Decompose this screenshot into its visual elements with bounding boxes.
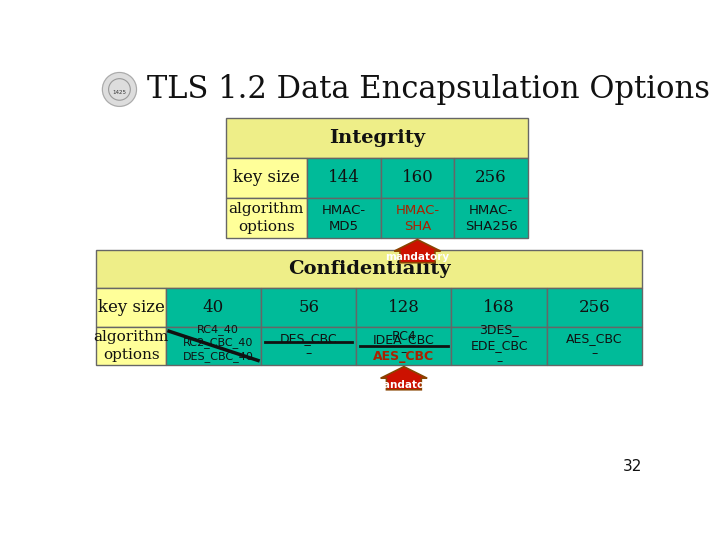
Text: 256: 256 — [578, 299, 610, 316]
Text: 40: 40 — [203, 299, 224, 316]
Text: 160: 160 — [402, 170, 433, 186]
Bar — [454, 158, 528, 198]
Bar — [381, 198, 454, 238]
Bar — [356, 288, 451, 327]
Text: RC4_40
RC2_CBC_40
DES_CBC_40: RC4_40 RC2_CBC_40 DES_CBC_40 — [183, 323, 253, 362]
Text: Confidentiality: Confidentiality — [288, 260, 450, 278]
Bar — [96, 327, 166, 365]
Bar — [451, 327, 546, 365]
Text: algorithm
options: algorithm options — [94, 329, 168, 362]
Text: RC4: RC4 — [392, 330, 416, 343]
Text: AES_CBC
–: AES_CBC – — [566, 332, 623, 360]
Text: 1425: 1425 — [112, 90, 127, 95]
Bar — [356, 327, 451, 365]
Text: key size: key size — [233, 170, 300, 186]
Bar — [166, 327, 261, 365]
Text: mandatory: mandatory — [385, 253, 449, 262]
Text: DES_CBC
–: DES_CBC – — [280, 332, 338, 360]
Bar — [261, 327, 356, 365]
Bar — [225, 158, 307, 198]
Text: Integrity: Integrity — [329, 129, 425, 147]
Text: TLS 1.2 Data Encapsulation Options: TLS 1.2 Data Encapsulation Options — [147, 74, 710, 105]
Polygon shape — [381, 367, 427, 390]
Text: 256: 256 — [475, 170, 507, 186]
Bar — [307, 198, 381, 238]
Text: 32: 32 — [622, 460, 642, 475]
Bar — [546, 327, 642, 365]
Text: 56: 56 — [298, 299, 319, 316]
Text: 168: 168 — [483, 299, 515, 316]
Bar — [307, 158, 381, 198]
Bar — [96, 249, 642, 288]
Bar — [225, 118, 528, 158]
Bar — [451, 288, 546, 327]
Text: HMAC-
MD5: HMAC- MD5 — [322, 204, 366, 233]
Polygon shape — [394, 240, 441, 262]
Text: 128: 128 — [388, 299, 420, 316]
Bar — [166, 288, 261, 327]
Text: HMAC-
SHA256: HMAC- SHA256 — [464, 204, 518, 233]
Bar — [261, 288, 356, 327]
Text: HMAC-
SHA: HMAC- SHA — [395, 204, 439, 233]
Bar — [96, 288, 166, 327]
Bar — [454, 198, 528, 238]
Text: AES_CBC: AES_CBC — [373, 350, 434, 363]
Bar — [381, 158, 454, 198]
Circle shape — [102, 72, 137, 106]
Text: IDEA_CBC
–: IDEA_CBC – — [373, 333, 435, 359]
Text: key size: key size — [98, 299, 164, 316]
Text: 3DES_
EDE_CBC
–: 3DES_ EDE_CBC – — [470, 323, 528, 368]
Text: mandatory: mandatory — [372, 380, 436, 389]
Text: algorithm
options: algorithm options — [229, 202, 304, 234]
Bar — [546, 288, 642, 327]
Bar — [225, 198, 307, 238]
Text: 144: 144 — [328, 170, 360, 186]
